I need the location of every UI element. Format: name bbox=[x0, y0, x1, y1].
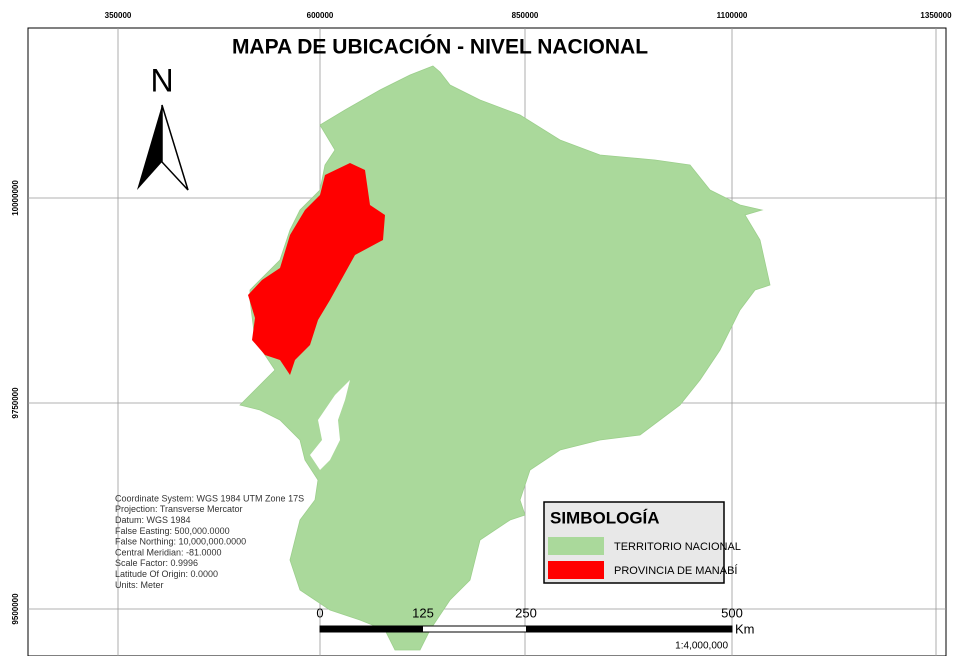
easting-label: 1350000 bbox=[920, 11, 952, 20]
scale-label: 250 bbox=[515, 605, 537, 620]
info-line: Units: Meter bbox=[115, 580, 164, 590]
scale-label: 500 bbox=[721, 605, 743, 620]
northing-label: 10000000 bbox=[11, 180, 20, 216]
info-line: Scale Factor: 0.9996 bbox=[115, 558, 198, 568]
coordinate-info: Coordinate System: WGS 1984 UTM Zone 17S… bbox=[115, 493, 304, 589]
info-line: Central Meridian: -81.0000 bbox=[115, 547, 222, 557]
scale-label: 125 bbox=[412, 605, 434, 620]
info-line: Projection: Transverse Mercator bbox=[115, 504, 243, 514]
north-arrow-left bbox=[137, 105, 162, 190]
easting-label: 600000 bbox=[307, 11, 334, 20]
northing-label: 9750000 bbox=[11, 387, 20, 419]
northing-label: 9500000 bbox=[11, 593, 20, 625]
legend-label: TERRITORIO NACIONAL bbox=[614, 541, 741, 553]
legend-swatch bbox=[548, 537, 604, 555]
info-line: Datum: WGS 1984 bbox=[115, 515, 191, 525]
provincia-manabi bbox=[248, 163, 385, 375]
info-line: Coordinate System: WGS 1984 UTM Zone 17S bbox=[115, 493, 304, 503]
scale-segment bbox=[526, 626, 732, 632]
map-title: MAPA DE UBICACIÓN - NIVEL NACIONAL bbox=[232, 35, 648, 59]
legend-swatch bbox=[548, 561, 604, 579]
easting-label: 850000 bbox=[512, 11, 539, 20]
north-arrow-right bbox=[161, 104, 189, 191]
info-line: False Easting: 500,000.0000 bbox=[115, 526, 230, 536]
scale-unit: Km bbox=[735, 621, 755, 636]
easting-label: 350000 bbox=[105, 11, 132, 20]
easting-label: 1100000 bbox=[717, 11, 748, 20]
legend-items: TERRITORIO NACIONAL PROVINCIA DE MANABÍ bbox=[548, 537, 741, 579]
gulf-water bbox=[310, 380, 350, 470]
scale-ratio: 1:4,000,000 bbox=[675, 641, 728, 652]
scale-segment bbox=[320, 626, 423, 632]
scale-label: 0 bbox=[316, 605, 323, 620]
legend-label: PROVINCIA DE MANABÍ bbox=[614, 564, 738, 577]
info-line: Latitude Of Origin: 0.0000 bbox=[115, 569, 218, 579]
legend-title: SIMBOLOGÍA bbox=[550, 508, 660, 527]
north-label: N bbox=[150, 62, 173, 98]
info-line: False Northing: 10,000,000.0000 bbox=[115, 537, 246, 547]
